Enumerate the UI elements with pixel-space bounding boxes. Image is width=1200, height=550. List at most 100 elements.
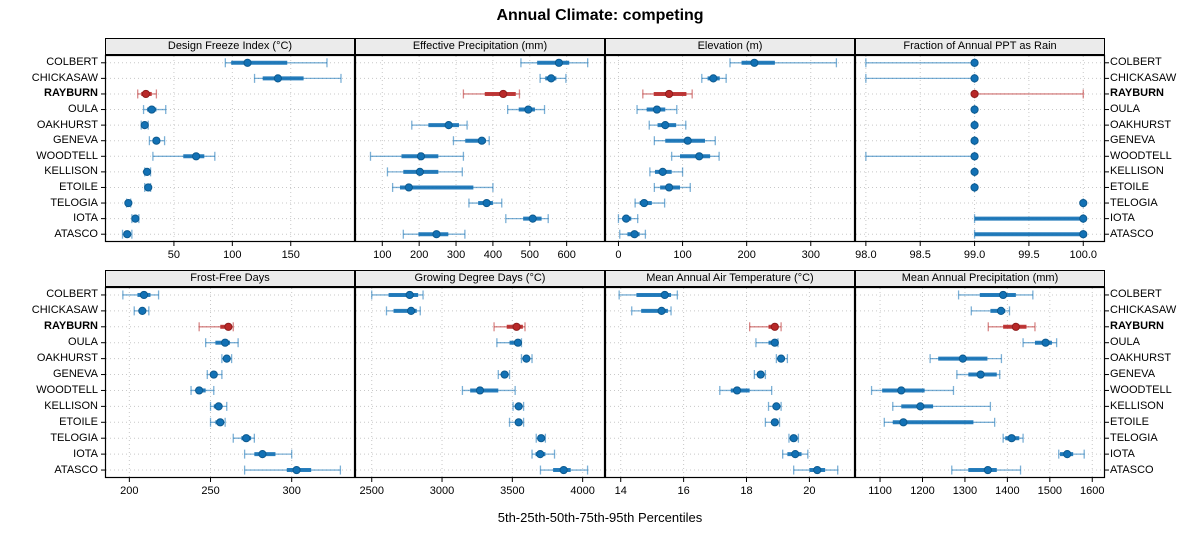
panel-strip-mean-annual-air-temperature-c: Mean Annual Air Temperature (°C) [605,270,855,287]
panel-border [354,54,606,243]
percentile-row-chickasaw [865,73,979,83]
median-dot [500,370,509,379]
percentile-row-kellison [142,167,152,177]
percentile-row-woodtell [719,385,773,395]
panel-border [854,286,1106,479]
median-dot [772,402,781,411]
median-dot [897,386,906,395]
percentile-row-kellison [970,167,979,177]
percentile-row-geneva [206,370,223,380]
panel-border [354,286,606,479]
percentile-row-woodtell [461,385,516,395]
percentile-row-oakhurst [411,120,468,130]
site-label-left-oula: OULA [68,103,98,116]
percentile-row-atasco [793,465,839,475]
site-label-left-rayburn: RAYBURN [44,87,98,100]
site-label-right-rayburn: RAYBURN [1110,87,1164,100]
panel-strip-growing-degree-days-c: Growing Degree Days (°C) [355,270,605,287]
site-label-right-oakhurst: OAKHURST [1110,118,1172,131]
chart-title: Annual Climate: competing [496,7,704,24]
site-label-right-colbert: COLBERT [1110,288,1162,301]
site-label-left-etoile: ETOILE [59,180,98,193]
percentile-row-woodtell [671,151,720,161]
percentile-row-iota [505,214,549,224]
x-tick-label: 1400 [995,485,1019,497]
percentile-row-oula [142,105,167,115]
percentile-row-oula [507,105,546,115]
percentile-row-oakhurst [929,354,1003,364]
median-dot [216,418,225,427]
percentile-row-etoile [508,417,525,427]
x-tick-label: 1500 [1038,485,1062,497]
median-dot [514,418,523,427]
percentile-row-chickasaw [133,306,150,316]
site-label-right-etoile: ETOILE [1110,180,1149,193]
site-label-right-iota: IOTA [1110,447,1135,460]
site-label-left-atasco: ATASCO [54,227,98,240]
site-label-left-rayburn: RAYBURN [44,320,98,333]
percentile-row-oula [204,338,239,348]
percentile-row-woodtell [152,151,216,161]
x-tick-label: 100 [373,249,391,261]
x-tick-label: 300 [447,249,465,261]
percentile-row-rayburn [462,89,521,99]
percentile-row-rayburn [970,89,1084,99]
median-dot [970,121,979,130]
panel-title: Mean Annual Air Temperature (°C) [646,272,814,284]
site-label-left-telogia: TELOGIA [50,196,98,209]
x-tick-label: 99.0 [964,249,985,261]
median-dot [140,121,149,130]
median-dot [665,183,674,192]
median-dot [528,214,537,223]
percentile-row-kellison [386,167,463,177]
site-label-left-kellison: KELLISON [44,399,98,412]
x-tick-label: 600 [557,249,575,261]
median-dot [124,198,133,208]
median-dot [983,465,992,475]
median-dot [482,198,491,208]
percentile-row-colbert [122,290,160,300]
panel-title: Frost-Free Days [190,272,270,284]
median-dot [657,306,666,315]
percentile-row-oula [970,105,979,115]
percentile-row-chickasaw [539,73,567,83]
median-dot [522,354,531,363]
median-dot [756,370,765,379]
panel-border [104,54,356,243]
site-label-right-chickasaw: CHICKASAW [1110,71,1177,84]
site-label-left-chickasaw: CHICKASAW [31,304,98,317]
percentile-row-telogia [1079,198,1088,208]
median-dot [131,214,140,223]
x-tick-label: 4000 [570,485,594,497]
percentile-row-colbert [520,58,589,68]
site-label-left-iota: IOTA [73,447,98,460]
percentile-row-geneva [497,370,511,380]
percentile-row-geneva [753,370,767,380]
site-label-left-atasco: ATASCO [54,463,98,476]
median-dot [147,105,156,114]
percentile-row-kellison [649,167,684,177]
site-label-right-etoile: ETOILE [1110,415,1149,428]
percentile-row-oakhurst [520,354,533,364]
site-label-left-colbert: COLBERT [46,288,98,301]
panel-plot-frost-free-days: 200 250 300 [101,286,356,497]
median-dot [640,198,649,208]
panel-plot-mean-annual-precipitation-mm: 1100 1200 1300 1400 1500 1600 [854,286,1109,497]
percentile-row-rayburn [987,322,1036,332]
panel-title: Effective Precipitation (mm) [412,40,548,52]
median-dot [813,465,822,475]
median-dot [221,338,230,347]
site-label-right-atasco: ATASCO [1110,463,1154,476]
site-label-left-oula: OULA [68,336,98,349]
panel-border [104,286,356,479]
percentile-row-chickasaw [631,306,672,316]
median-dot [512,322,521,331]
median-dot [559,465,568,475]
site-label-left-geneva: GENEVA [52,134,98,147]
median-dot [970,152,979,161]
site-label-right-geneva: GENEVA [1110,134,1156,147]
panel-title: Fraction of Annual PPT as Rain [903,40,1057,52]
median-dot [770,338,779,347]
percentile-row-telogia [468,198,503,208]
median-dot [750,58,759,67]
